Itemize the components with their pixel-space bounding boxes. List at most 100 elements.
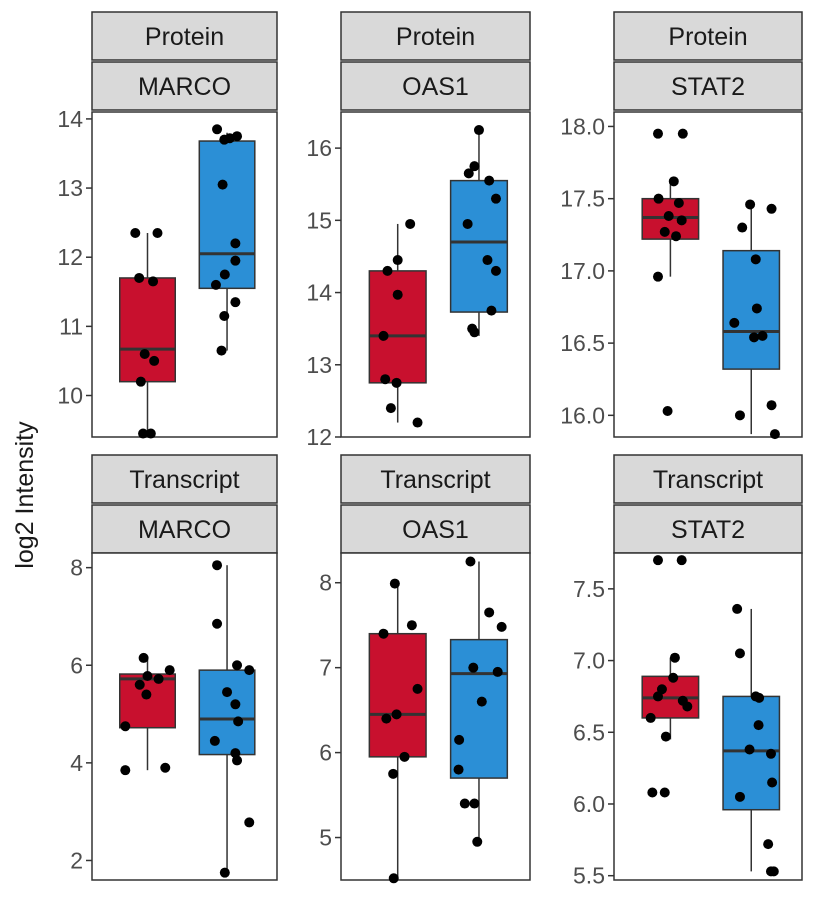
data-point — [492, 666, 503, 677]
data-point — [212, 124, 223, 135]
data-point — [486, 305, 497, 316]
facet-strip-row-label: Transcript — [129, 466, 239, 494]
data-point — [469, 327, 480, 338]
data-point — [230, 238, 241, 249]
data-point — [490, 193, 501, 204]
data-point — [768, 866, 779, 877]
data-point — [496, 621, 507, 632]
data-point — [232, 660, 243, 671]
data-point — [120, 721, 131, 732]
data-point — [216, 345, 227, 356]
data-point — [399, 751, 410, 762]
data-point — [388, 873, 399, 884]
data-point — [677, 128, 688, 139]
data-point — [134, 679, 145, 690]
data-point — [737, 222, 748, 233]
y-tick-label: 14 — [306, 280, 332, 306]
data-point — [219, 867, 230, 878]
y-tick-label: 6 — [319, 740, 332, 766]
data-point — [734, 410, 745, 421]
data-point — [210, 279, 221, 290]
data-point — [668, 672, 679, 683]
data-point — [682, 701, 693, 712]
facet-strip-row — [340, 11, 531, 61]
data-point — [391, 377, 402, 388]
facet-strip-col — [91, 504, 278, 554]
data-point — [454, 734, 465, 745]
data-point — [757, 330, 768, 341]
data-point — [392, 289, 403, 300]
data-point — [490, 265, 501, 276]
facet-strip-col-label: OAS1 — [402, 73, 469, 101]
data-point — [476, 696, 487, 707]
data-point — [671, 231, 682, 242]
data-point — [751, 303, 762, 314]
y-tick-label: 16.5 — [560, 330, 605, 356]
panel-transcript-stat2: Transcript STAT2 5.5 6.0 6.5 7.0 7.5 — [573, 454, 803, 889]
data-point — [233, 716, 244, 727]
facet-strip-row-label: Protein — [145, 23, 224, 51]
data-point — [141, 689, 152, 700]
data-point — [149, 355, 160, 366]
panel-protein-marco: Protein MARCO 10 11 12 13 14 — [57, 11, 278, 439]
data-point — [139, 349, 150, 360]
data-point — [745, 199, 756, 210]
data-point — [138, 652, 149, 663]
facet-strip-row-label: Transcript — [653, 466, 763, 494]
data-point — [153, 673, 164, 684]
y-tick-label: 12 — [306, 424, 332, 450]
data-point — [389, 578, 400, 589]
facet-strip-col — [340, 504, 531, 554]
y-tick-label: 7.0 — [573, 648, 605, 674]
data-point — [652, 271, 663, 282]
data-point — [769, 429, 780, 440]
facet-strip-row — [91, 11, 278, 61]
data-point — [392, 255, 403, 266]
data-point — [749, 332, 760, 343]
y-tick-label: 6 — [70, 652, 83, 678]
data-point — [381, 713, 392, 724]
data-point — [382, 265, 393, 276]
data-point — [135, 376, 146, 387]
data-point — [406, 620, 417, 631]
data-point — [391, 709, 402, 720]
y-tick-label: 8 — [319, 570, 332, 596]
y-tick-label: 16.0 — [560, 402, 605, 428]
y-tick-label: 5 — [319, 825, 332, 851]
facet-strip-col — [613, 61, 803, 111]
y-tick-label: 8 — [70, 555, 83, 581]
y-tick-label: 18.0 — [560, 113, 605, 139]
data-point — [142, 670, 153, 681]
y-tick-label: 12 — [57, 244, 83, 270]
facet-strip-row — [91, 454, 278, 504]
data-point — [647, 787, 658, 798]
data-point — [645, 712, 656, 723]
data-point — [468, 662, 479, 673]
data-point — [160, 762, 171, 773]
y-tick-label: 16 — [306, 135, 332, 161]
data-point — [230, 699, 241, 710]
data-point — [219, 310, 230, 321]
data-point — [734, 648, 745, 659]
facet-strip-row-label: Protein — [668, 23, 747, 51]
data-point — [766, 400, 777, 411]
facet-strip-row — [613, 454, 803, 504]
data-point — [385, 403, 396, 414]
y-tick-label: 15 — [306, 207, 332, 233]
box-group-2 — [198, 669, 256, 756]
data-point — [230, 255, 241, 266]
data-point — [152, 228, 163, 239]
data-point — [763, 839, 774, 850]
data-point — [482, 255, 493, 266]
y-tick-label: 17.0 — [560, 258, 605, 284]
data-point — [754, 692, 765, 703]
data-point — [660, 731, 671, 742]
y-tick-label: 13 — [57, 175, 83, 201]
data-point — [473, 125, 484, 136]
data-point — [212, 618, 223, 629]
data-point — [663, 211, 674, 221]
data-point — [164, 665, 175, 676]
box-group-2 — [449, 638, 509, 779]
y-tick-label: 13 — [306, 352, 332, 378]
data-point — [668, 176, 679, 187]
